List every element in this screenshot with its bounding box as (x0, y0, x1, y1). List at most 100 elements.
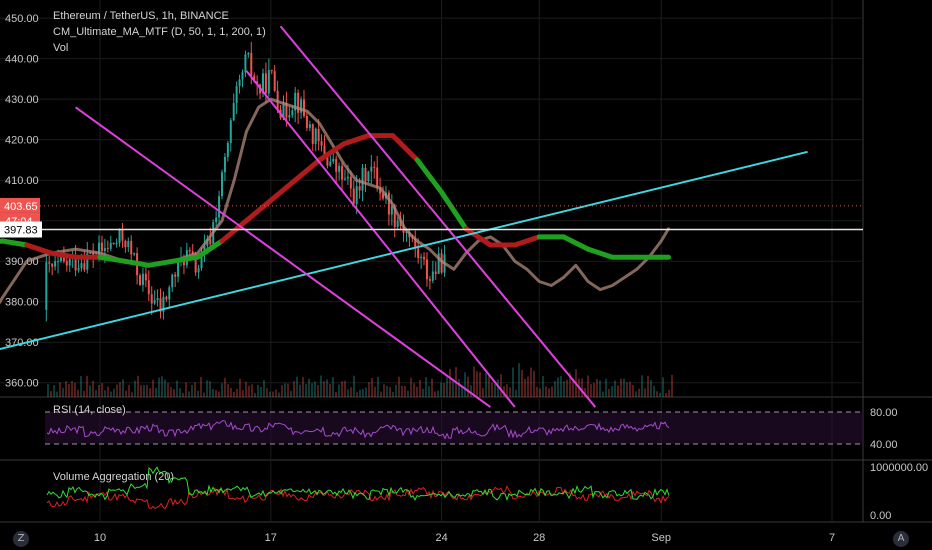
volume-bar (458, 379, 460, 397)
volume-bar (308, 378, 310, 397)
volume-bar (191, 384, 193, 397)
candle-body (282, 102, 285, 118)
candle-body (300, 99, 303, 113)
volume-bar (107, 386, 109, 397)
slow-ma-segment (341, 133, 371, 147)
volume-bar (536, 386, 538, 397)
candle-body (45, 262, 48, 310)
volume-bar (155, 388, 157, 397)
volume-bar (359, 389, 361, 397)
volume-bar (446, 377, 448, 397)
volume-bar (479, 372, 481, 397)
volume-bar (533, 370, 535, 397)
volume-bar (620, 378, 622, 397)
candle-body (124, 240, 127, 248)
slow-ma-segment (121, 258, 152, 268)
candle-body (355, 186, 358, 204)
volume-bar (95, 389, 97, 397)
volume-bar (140, 385, 142, 397)
volume-bar (653, 385, 655, 397)
candle-body (308, 124, 311, 128)
volume-bar (380, 391, 382, 397)
candle-body (153, 300, 156, 304)
volume-bar (221, 383, 223, 397)
volume-bar (251, 384, 253, 397)
volume-bar (302, 377, 304, 397)
volume-bar (566, 379, 568, 397)
candle-body (59, 256, 62, 262)
candle-body (361, 167, 364, 191)
volume-bar (410, 377, 412, 397)
volume-bar (524, 378, 526, 397)
volume-bar (638, 388, 640, 397)
volume-bar (194, 382, 196, 397)
volume-bar (104, 390, 106, 397)
time-tick-label: 17 (265, 532, 277, 544)
candle-body (250, 52, 253, 76)
candle-body (191, 251, 194, 255)
candle-body (109, 242, 112, 249)
candle-body (100, 242, 103, 251)
volume-bar (332, 377, 334, 397)
timezone-icon[interactable]: Z (13, 531, 29, 547)
volume-bar (449, 368, 451, 397)
candle-body (168, 287, 171, 300)
candle-body (130, 240, 133, 255)
candle-body (261, 73, 264, 94)
candle-body (139, 275, 142, 285)
candle-body (428, 279, 431, 281)
volume-bar (401, 385, 403, 397)
symbol-title: Ethereum / TetherUS, 1h, BINANCE (53, 10, 229, 22)
volume-bar (443, 383, 445, 397)
volume-bar (236, 388, 238, 397)
volume-bar (371, 378, 373, 397)
slow-ma-segment (463, 226, 493, 248)
candle-body (197, 268, 200, 273)
volume-bar (53, 385, 55, 397)
volume-bar (545, 386, 547, 397)
volume-bar (623, 378, 625, 397)
volume-bar (311, 383, 313, 397)
candle-body (188, 250, 191, 252)
volume-bar (224, 377, 226, 397)
slow-ma-segment (48, 250, 79, 260)
candle-body (77, 268, 80, 271)
volagg-top-tick: 1000000.00 (870, 462, 928, 474)
volume-bar (299, 384, 301, 397)
volume-bar (356, 392, 358, 397)
volume-bar (368, 382, 370, 397)
hline-price-badge (0, 221, 42, 238)
volume-bar (452, 380, 454, 397)
auto-scale-icon[interactable]: A (893, 531, 909, 547)
volume-bar (77, 389, 79, 397)
slow-ma-segment (585, 246, 615, 260)
candle-body (346, 176, 349, 179)
volume-bar (131, 392, 133, 397)
volume-bar (395, 384, 397, 397)
volume-bar (110, 391, 112, 397)
candle-body (226, 142, 229, 157)
volagg-red-line (46, 484, 670, 510)
slow-ma-segment (243, 197, 274, 224)
volume-bar (206, 380, 208, 397)
volume-bar (149, 388, 151, 397)
volume-bar (173, 389, 175, 397)
volume-bar (203, 392, 205, 397)
candle-body (302, 99, 305, 117)
volume-bar (551, 386, 553, 397)
price-tick-label: 430.00 (5, 94, 39, 106)
volume-bar (626, 382, 628, 397)
candle-body (150, 294, 153, 304)
volume-bar (158, 377, 160, 397)
indicator-legend: CM_Ultimate_MA_MTF (D, 50, 1, 1, 200, 1) (53, 26, 266, 38)
volume-bar (503, 386, 505, 397)
candle-body (434, 271, 437, 274)
candle-body (387, 192, 390, 215)
volume-bar (482, 387, 484, 397)
volume-bar (326, 379, 328, 397)
volume-bar (101, 383, 103, 397)
volume-bar (317, 385, 319, 397)
candle-body (235, 86, 238, 104)
volume-bar (428, 386, 430, 397)
